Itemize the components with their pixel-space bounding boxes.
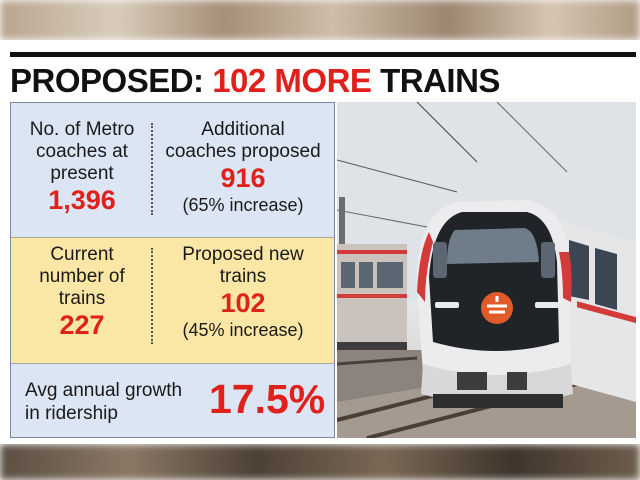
trains-current-label-1: Current	[50, 244, 114, 265]
top-rule	[10, 52, 636, 57]
divider-dotted	[151, 248, 153, 344]
coaches-row: No. of Metro coaches at present 1,396 Ad…	[11, 103, 334, 237]
growth-value: 17.5%	[209, 376, 326, 422]
coaches-proposed-stat: Additional coaches proposed 916 (65% inc…	[155, 119, 331, 217]
metro-train-illustration	[337, 102, 636, 438]
trains-current-label-3: trains	[58, 288, 106, 309]
coaches-present-label-3: present	[50, 163, 114, 184]
trains-proposed-value: 102	[220, 288, 266, 318]
coaches-present-value: 1,396	[48, 185, 116, 215]
coaches-proposed-label-2: coaches proposed	[165, 141, 321, 162]
growth-label-1: Avg annual growth	[25, 380, 183, 401]
blurred-background-top	[0, 0, 640, 40]
trains-current-value: 227	[59, 310, 105, 340]
growth-label-2: in ridership	[25, 403, 118, 424]
blurred-background-bottom	[0, 444, 640, 480]
growth-label: Avg annual growth in ridership	[25, 379, 182, 425]
coaches-present-label-1: No. of Metro	[29, 119, 135, 140]
infographic-card: PROPOSED: 102 MORE TRAINS No. of Metro c…	[0, 40, 640, 444]
trains-proposed-label-1: Proposed new	[182, 244, 304, 265]
coaches-proposed-note: (65% increase)	[182, 195, 304, 215]
coaches-proposed-label-1: Additional	[201, 119, 285, 140]
trains-proposed-note: (45% increase)	[182, 320, 304, 340]
trains-current-stat: Current number of trains 227	[15, 244, 149, 340]
coaches-proposed-value: 916	[220, 163, 266, 193]
metro-train-photo	[337, 102, 636, 438]
trains-row: Current number of trains 227 Proposed ne…	[11, 237, 334, 363]
trains-proposed-label-2: trains	[219, 266, 267, 287]
growth-row: Avg annual growth in ridership 17.5%	[11, 363, 334, 437]
coaches-present-stat: No. of Metro coaches at present 1,396	[15, 119, 149, 215]
coaches-present-label-2: coaches at	[36, 141, 128, 162]
trains-proposed-stat: Proposed new trains 102 (45% increase)	[155, 244, 331, 342]
headline-prefix: PROPOSED:	[10, 62, 213, 99]
divider-dotted	[151, 123, 153, 215]
stats-panel: No. of Metro coaches at present 1,396 Ad…	[10, 102, 335, 438]
headline: PROPOSED: 102 MORE TRAINS	[10, 60, 500, 102]
headline-accent: 102 MORE	[212, 62, 372, 99]
trains-current-label-2: number of	[39, 266, 125, 287]
headline-suffix: TRAINS	[371, 62, 500, 99]
